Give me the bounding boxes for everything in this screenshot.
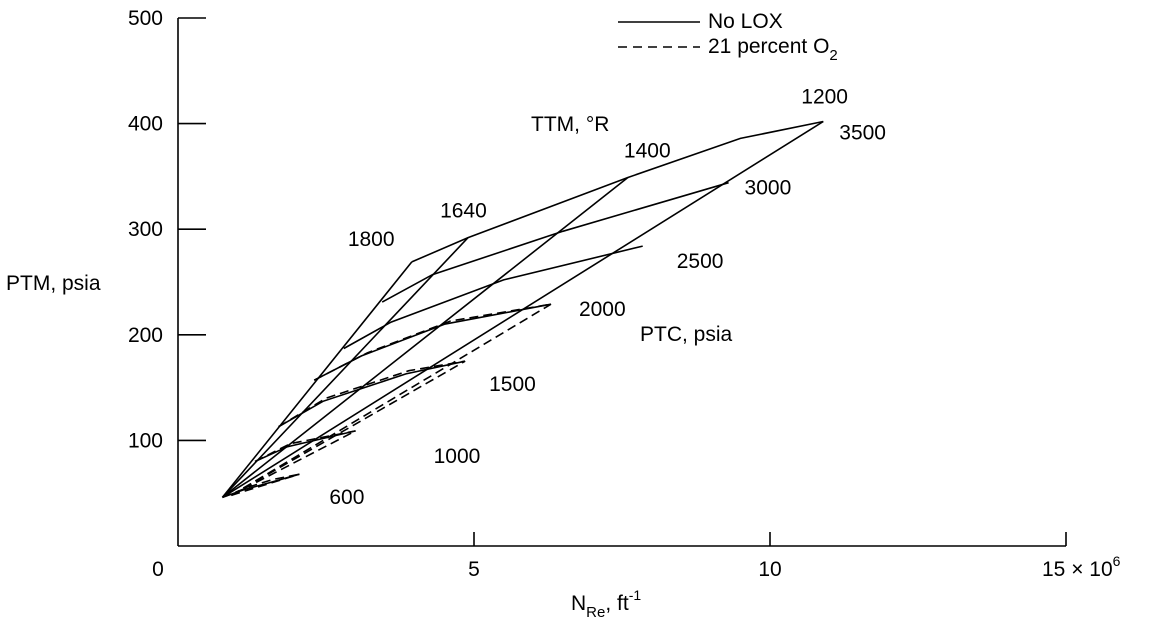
legend: No LOX 21 percent O2	[618, 10, 838, 64]
ptc-line-2500	[343, 245, 643, 350]
ttm-line-dashed-2	[230, 430, 356, 497]
ptc-label-1500: 1500	[489, 373, 536, 396]
y-tick-label: 300	[128, 218, 163, 241]
ptc-label-1000: 1000	[434, 445, 481, 468]
ptc-line-3000	[381, 181, 729, 303]
ttm-line-dashed-0	[230, 303, 552, 496]
y-tick-label: 200	[128, 324, 163, 347]
y-tick-label: 400	[128, 113, 163, 136]
x-tick-label-text: 15 × 10	[1042, 558, 1113, 581]
ttm-line-1800	[221, 261, 413, 498]
dashed-lines	[222, 303, 552, 499]
legend-solid-label: No LOX	[708, 10, 783, 33]
ttm-label-1200: 1200	[801, 85, 848, 108]
axes	[177, 18, 1066, 547]
ttm-line-dashed-3	[231, 473, 300, 497]
ttm-label-1800: 1800	[348, 228, 395, 251]
ptc-label-3500: 3500	[839, 121, 886, 144]
x-tick-label: 0	[152, 558, 164, 581]
ttm-label-1640: 1640	[440, 200, 487, 223]
x-tick-label: 10	[758, 558, 781, 581]
x-ticks: 0 5 10 15 × 106	[152, 532, 1121, 581]
x-axis-title-superscript: -1	[629, 587, 642, 603]
y-axis-title: PTM, psia	[6, 272, 101, 295]
x-axis-title: NRe, ft-1	[571, 587, 641, 621]
legend-dashed-label: 21 percent O2	[708, 35, 838, 64]
x-tick-label: 15 × 106	[1042, 553, 1121, 581]
curve-labels: 1800 1640 1400 1200 3500 3000 2500 2000 1500 1000…	[329, 85, 886, 509]
ptc-line-3500	[411, 120, 824, 263]
x-axis-title-main: N	[571, 592, 586, 615]
ttm-line-dashed-1	[230, 360, 466, 496]
legend-dashed-label-subscript: 2	[829, 47, 837, 64]
x-tick-label: 5	[468, 558, 480, 581]
ptc-label-2000: 2000	[579, 298, 626, 321]
x-axis-title-subscript: Re	[586, 604, 605, 621]
x-tick-label-text: 10	[758, 558, 781, 581]
ptc-line-dashed-1	[278, 360, 466, 428]
ttm-label-1400: 1400	[624, 139, 671, 162]
ttm-line-1400	[221, 176, 629, 499]
ttm-family-label: TTM, °R	[531, 113, 609, 136]
y-tick-label: 100	[128, 429, 163, 452]
legend-dashed-label-main: 21 percent O	[708, 35, 829, 58]
ptc-line-1500	[278, 360, 466, 428]
ptc-label-600: 600	[329, 486, 364, 509]
x-tick-label-text: 0	[152, 558, 164, 581]
x-tick-exponent: 6	[1113, 553, 1121, 569]
solid-lines	[221, 120, 824, 499]
ttm-line-1640	[221, 237, 469, 498]
ptc-label-3000: 3000	[745, 177, 792, 200]
x-tick-label-text: 5	[468, 558, 480, 581]
ptc-line-2000	[313, 303, 552, 381]
ptc-family-label: PTC, psia	[640, 323, 733, 346]
y-ticks: 100 200 300 400 500	[128, 7, 206, 452]
x-axis-title-suffix: , ft	[605, 592, 629, 615]
ptc-label-2500: 2500	[677, 250, 724, 273]
ptc-line-dashed-0	[313, 303, 552, 381]
y-tick-label: 500	[128, 7, 163, 30]
